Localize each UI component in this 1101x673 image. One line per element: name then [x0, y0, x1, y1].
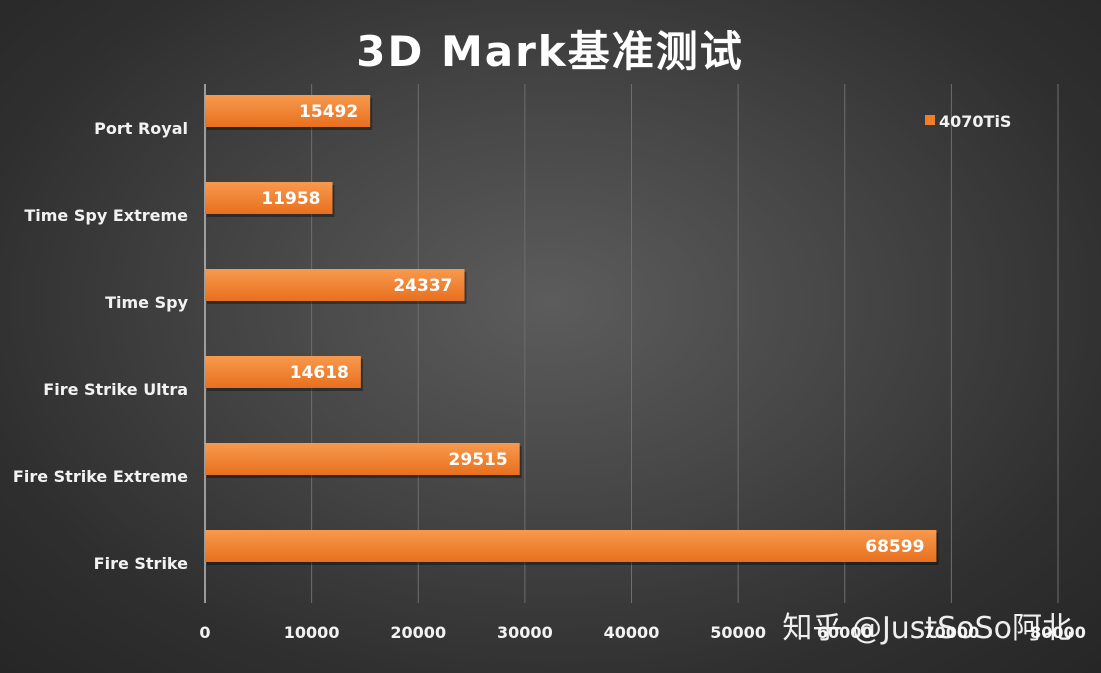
bar-value-label: 24337 [393, 276, 452, 296]
x-tick-label: 60000 [817, 623, 873, 642]
bars: 15492 11958 24337 14618 29515 68599 [205, 95, 939, 565]
watermark: 知乎 @JustSoSo阿北 [782, 611, 1072, 646]
bar [205, 443, 520, 475]
category-label: Time Spy [105, 293, 188, 312]
bar-value-label: 29515 [449, 450, 508, 470]
category-label: Time Spy Extreme [24, 206, 188, 225]
x-tick-label: 50000 [710, 623, 766, 642]
bar-value-label: 11958 [261, 189, 320, 209]
category-label: Fire Strike Ultra [43, 380, 188, 399]
x-tick-label: 80000 [1030, 623, 1086, 642]
category-labels: Port Royal Time Spy Extreme Time Spy Fire S… [13, 119, 189, 573]
x-tick-label: 20000 [390, 623, 446, 642]
legend-label: 4070TiS [939, 112, 1011, 131]
legend-swatch [925, 115, 935, 125]
category-label: Port Royal [94, 119, 188, 138]
x-tick-label: 40000 [604, 623, 660, 642]
bar [205, 356, 361, 388]
bar-value-label: 15492 [299, 102, 358, 122]
bar [205, 530, 937, 562]
x-tick-label: 10000 [284, 623, 340, 642]
x-axis-ticks: 0 10000 20000 30000 40000 50000 60000 70000 8000… [199, 623, 1085, 642]
x-tick-label: 0 [199, 623, 210, 642]
x-tick-label: 70000 [924, 623, 980, 642]
x-tick-label: 30000 [497, 623, 553, 642]
gridlines [204, 84, 1059, 603]
bar [205, 95, 371, 127]
legend: 4070TiS [925, 112, 1011, 131]
category-label: Fire Strike [94, 554, 188, 573]
bar-value-label: 14618 [290, 363, 349, 383]
bar [205, 269, 465, 301]
bar-value-label: 68599 [865, 537, 924, 557]
chart-title: 3D Mark基准测试 [356, 27, 744, 76]
category-label: Fire Strike Extreme [13, 467, 188, 486]
bar [205, 182, 333, 214]
